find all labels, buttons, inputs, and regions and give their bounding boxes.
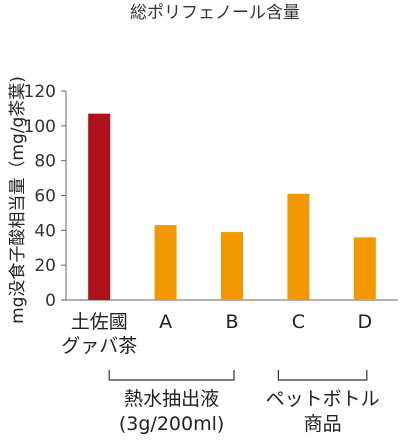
- bar-4: [287, 193, 310, 300]
- y-tick-label: 100: [24, 117, 56, 137]
- group-label: 熱水抽出液: [124, 388, 219, 410]
- y-tick-label: 120: [24, 82, 56, 102]
- y-axis-label: mg没食子酸相当量（mg/g茶葉): [8, 76, 28, 324]
- y-tick-label: 0: [45, 291, 56, 311]
- x-tick-label: D: [357, 311, 372, 333]
- x-tick-label: グァバ茶: [61, 335, 137, 357]
- bar-3: [221, 232, 243, 300]
- y-tick-label: 80: [34, 152, 56, 172]
- group-bracket: [277, 370, 368, 381]
- y-tick-label: 40: [34, 221, 56, 241]
- x-tick-label: A: [159, 311, 172, 333]
- bar-2: [154, 225, 177, 300]
- group-label: ペットボトル: [266, 388, 380, 410]
- y-tick-label: 60: [34, 187, 56, 207]
- group-label: (3g/200ml): [119, 413, 224, 435]
- chart-title: 総ポリフェノール含量: [130, 3, 300, 23]
- x-tick-label: B: [225, 311, 238, 333]
- group-bracket: [108, 370, 235, 381]
- group-label: 商品: [304, 413, 342, 435]
- bar-5: [353, 237, 376, 300]
- x-tick-label: C: [292, 311, 305, 333]
- x-tick-label: 土佐國: [71, 311, 128, 333]
- bar-1: [88, 113, 111, 301]
- y-tick-label: 20: [34, 256, 56, 276]
